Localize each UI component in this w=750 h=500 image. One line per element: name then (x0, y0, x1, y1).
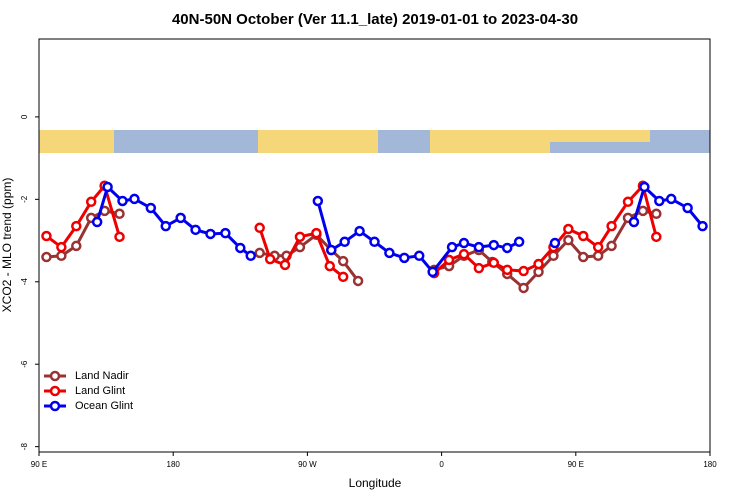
data-point (697, 220, 708, 232)
data-point (654, 195, 665, 207)
data-point (427, 266, 438, 278)
x-tick-label: 90 W (298, 460, 317, 469)
data-point (254, 247, 265, 259)
data-point (114, 208, 125, 220)
data-point (41, 251, 52, 263)
data-point (160, 220, 171, 232)
data-point (563, 223, 574, 235)
x-tick-label: 180 (703, 460, 717, 469)
data-point (563, 234, 574, 246)
data-point (114, 231, 125, 243)
data-point (665, 193, 677, 205)
data-point (117, 195, 128, 207)
legend-marker (49, 400, 61, 412)
data-point (311, 227, 322, 239)
data-point (592, 241, 604, 253)
data-point (85, 196, 97, 208)
data-point (145, 202, 157, 214)
data-point (91, 216, 103, 228)
y-tick-label: -6 (20, 360, 29, 368)
legend-label: Land Nadir (75, 370, 129, 382)
chart-title: 40N-50N October (Ver 11.1_late) 2019-01-… (172, 11, 578, 28)
data-point (245, 250, 256, 262)
data-point (205, 228, 216, 240)
data-point (639, 181, 650, 193)
data-point (324, 260, 336, 272)
y-axis-label: XCO2 - MLO trend (ppm) (0, 178, 14, 313)
data-point (578, 230, 589, 242)
data-point (606, 220, 617, 232)
data-point (326, 244, 337, 256)
data-point (220, 227, 231, 239)
data-point (413, 250, 425, 262)
data-point (369, 236, 380, 248)
x-tick-label: 0 (439, 460, 444, 469)
data-point (175, 212, 186, 224)
y-tick-label: -2 (20, 195, 29, 203)
data-point (337, 255, 349, 267)
x-axis-label: Longitude (349, 476, 402, 490)
data-point (339, 236, 350, 248)
data-point (458, 237, 470, 249)
data-point (651, 231, 662, 243)
data-point (337, 271, 349, 283)
data-point (637, 205, 649, 217)
data-point (549, 237, 561, 249)
data-point (190, 224, 201, 236)
data-point (399, 252, 410, 264)
legend-label: Land Glint (75, 385, 125, 397)
y-tick-label: -4 (20, 278, 29, 286)
x-tick-label: 180 (167, 460, 181, 469)
data-point (513, 236, 525, 248)
data-point (279, 259, 291, 271)
data-point (41, 230, 52, 242)
data-point (458, 248, 470, 260)
data-point (254, 222, 265, 234)
series-line (46, 209, 657, 291)
data-point (264, 253, 276, 265)
data-point (129, 193, 140, 205)
data-point (352, 275, 364, 287)
data-point (501, 242, 513, 254)
legend-label: Ocean Glint (75, 400, 133, 412)
data-point (473, 241, 485, 253)
data-point (443, 254, 455, 266)
data-point (606, 240, 617, 252)
data-point (56, 250, 67, 262)
data-point (294, 231, 306, 243)
data-point (592, 250, 604, 262)
y-tick-label: -8 (20, 443, 29, 451)
legend-marker (49, 370, 61, 382)
data-point (651, 208, 662, 220)
data-point (628, 216, 640, 228)
y-tick-label: 0 (20, 114, 29, 119)
data-point (488, 257, 500, 269)
data-point (235, 242, 246, 254)
legend-marker (49, 385, 61, 397)
data-point (71, 240, 82, 252)
data-point (384, 247, 395, 259)
data-point (501, 264, 513, 276)
data-point (518, 265, 529, 277)
plot-frame (38, 38, 711, 453)
data-point (518, 282, 529, 294)
data-point (548, 250, 559, 262)
data-point (312, 195, 324, 207)
data-point (473, 262, 485, 274)
data-point (446, 241, 458, 253)
data-point (533, 258, 544, 270)
data-point (102, 181, 113, 193)
data-point (578, 251, 589, 263)
data-point (622, 196, 634, 208)
data-point (682, 202, 693, 214)
x-tick-label: 90 E (31, 460, 47, 469)
data-point (71, 220, 82, 232)
map-band (39, 130, 710, 153)
data-point (354, 225, 365, 237)
data-point (56, 241, 67, 253)
data-point (488, 239, 500, 251)
x-tick-label: 90 E (568, 460, 584, 469)
